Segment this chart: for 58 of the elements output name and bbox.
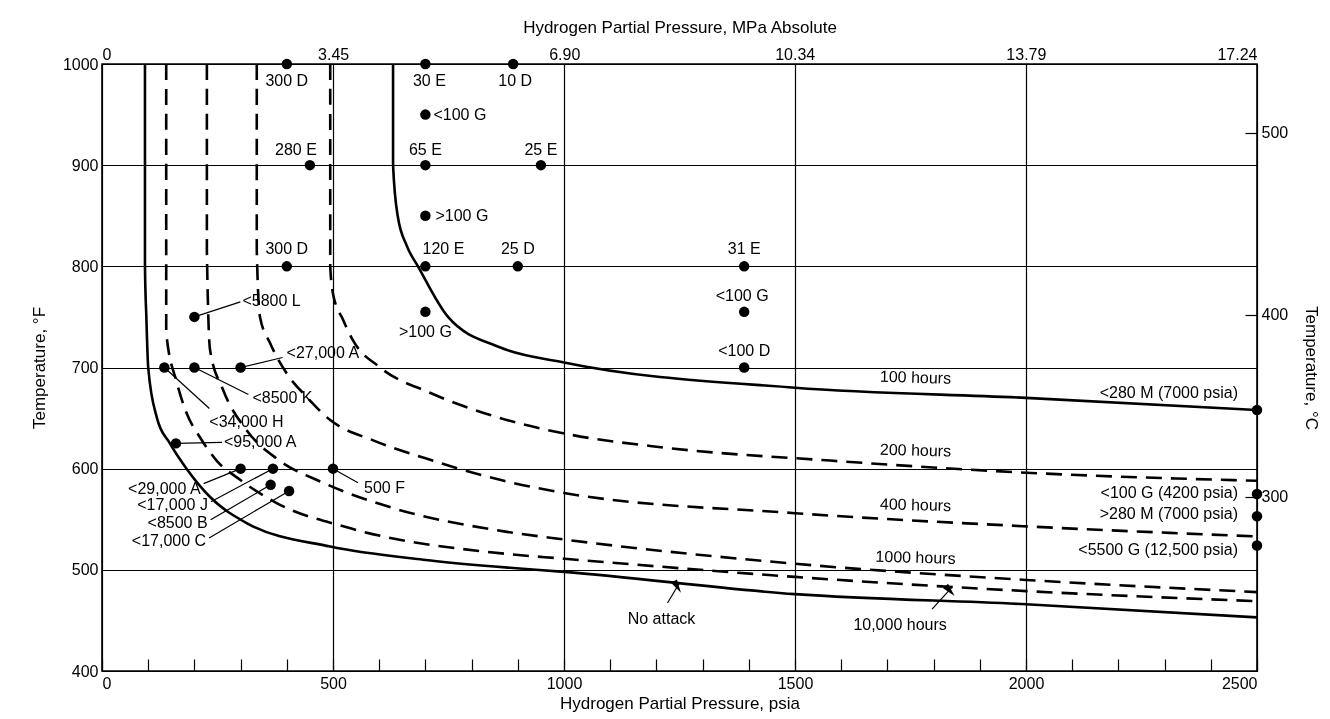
- x2-tick-label: 17.24: [1217, 45, 1258, 63]
- y2-tick-label: 300: [1261, 488, 1289, 506]
- annotation: 300 D: [265, 72, 309, 89]
- annotation: >100 G: [398, 322, 452, 340]
- annotation: 1000 hours: [875, 547, 956, 567]
- annotation: <100 G: [715, 286, 769, 304]
- annotation: <8500 B: [147, 513, 208, 531]
- annotation: <17,000 C: [131, 531, 207, 549]
- y2-tick-label: 500: [1261, 124, 1289, 142]
- x-tick-label: 2500: [1221, 674, 1258, 692]
- x-tick-label: 0: [102, 674, 112, 692]
- annotation: No attack: [627, 609, 697, 627]
- annotation: <34,000 H: [209, 412, 284, 430]
- x2-tick-label: 10.34: [775, 45, 816, 63]
- annotation: 280 E: [274, 141, 317, 159]
- x-tick-label: 2000: [1008, 674, 1045, 692]
- annotation: <17,000 J: [137, 495, 208, 513]
- annotation: 31 E: [727, 240, 761, 258]
- annotation: 200 hours: [879, 440, 952, 460]
- annotation: 65 E: [408, 141, 442, 159]
- annotation: 25 E: [524, 141, 558, 159]
- annotation: 500 F: [364, 478, 406, 496]
- x2-tick-label: 3.45: [318, 45, 350, 63]
- y2-axis-title: Temperature, °C: [1302, 306, 1322, 430]
- y-tick-label: 600: [71, 460, 99, 478]
- annotation: >100 G: [435, 206, 489, 224]
- annotation: 10 D: [498, 72, 533, 89]
- x-tick-label: 1000: [546, 674, 583, 692]
- annotation: 100 hours: [879, 367, 952, 387]
- annotation: 300 D: [265, 240, 309, 258]
- x-axis-title: Hydrogen Partial Pressure, psia: [559, 693, 801, 713]
- x2-tick-label: 6.90: [549, 45, 581, 63]
- annotation: <280 M (7000 psia): [1099, 383, 1238, 401]
- annotation: <5500 G (12,500 psia): [1078, 540, 1238, 558]
- y-tick-label: 700: [71, 359, 99, 376]
- x-tick-label: 500: [320, 674, 347, 692]
- annotation: 25 D: [500, 240, 535, 258]
- x-tick-label: 1500: [777, 674, 814, 692]
- y-tick-label: 800: [71, 257, 99, 275]
- annotation: <95,000 A: [223, 433, 297, 451]
- annotation: <100 G: [433, 105, 487, 123]
- annotation: <100 D: [718, 341, 771, 359]
- x2-tick-label: 13.79: [1006, 45, 1047, 63]
- annotation: 10,000 hours: [853, 616, 947, 634]
- x2-tick-label: 0: [102, 45, 112, 63]
- x2-axis-title: Hydrogen Partial Pressure, MPa Absolute: [523, 17, 837, 37]
- annotation: >280 M (7000 psia): [1099, 505, 1238, 523]
- y-tick-label: 900: [71, 156, 99, 174]
- annotation: 400 hours: [879, 495, 952, 515]
- annotation: <100 G (4200 psia): [1100, 483, 1238, 501]
- annotation: 30 E: [412, 72, 446, 89]
- y2-tick-label: 400: [1261, 306, 1289, 324]
- y-axis-title: Temperature, °F: [29, 306, 49, 430]
- y-tick-label: 1000: [62, 55, 99, 73]
- y-tick-label: 400: [71, 662, 99, 680]
- annotation: 120 E: [422, 240, 465, 258]
- y-tick-label: 500: [71, 561, 99, 579]
- annotation: <29,000 A: [128, 479, 201, 497]
